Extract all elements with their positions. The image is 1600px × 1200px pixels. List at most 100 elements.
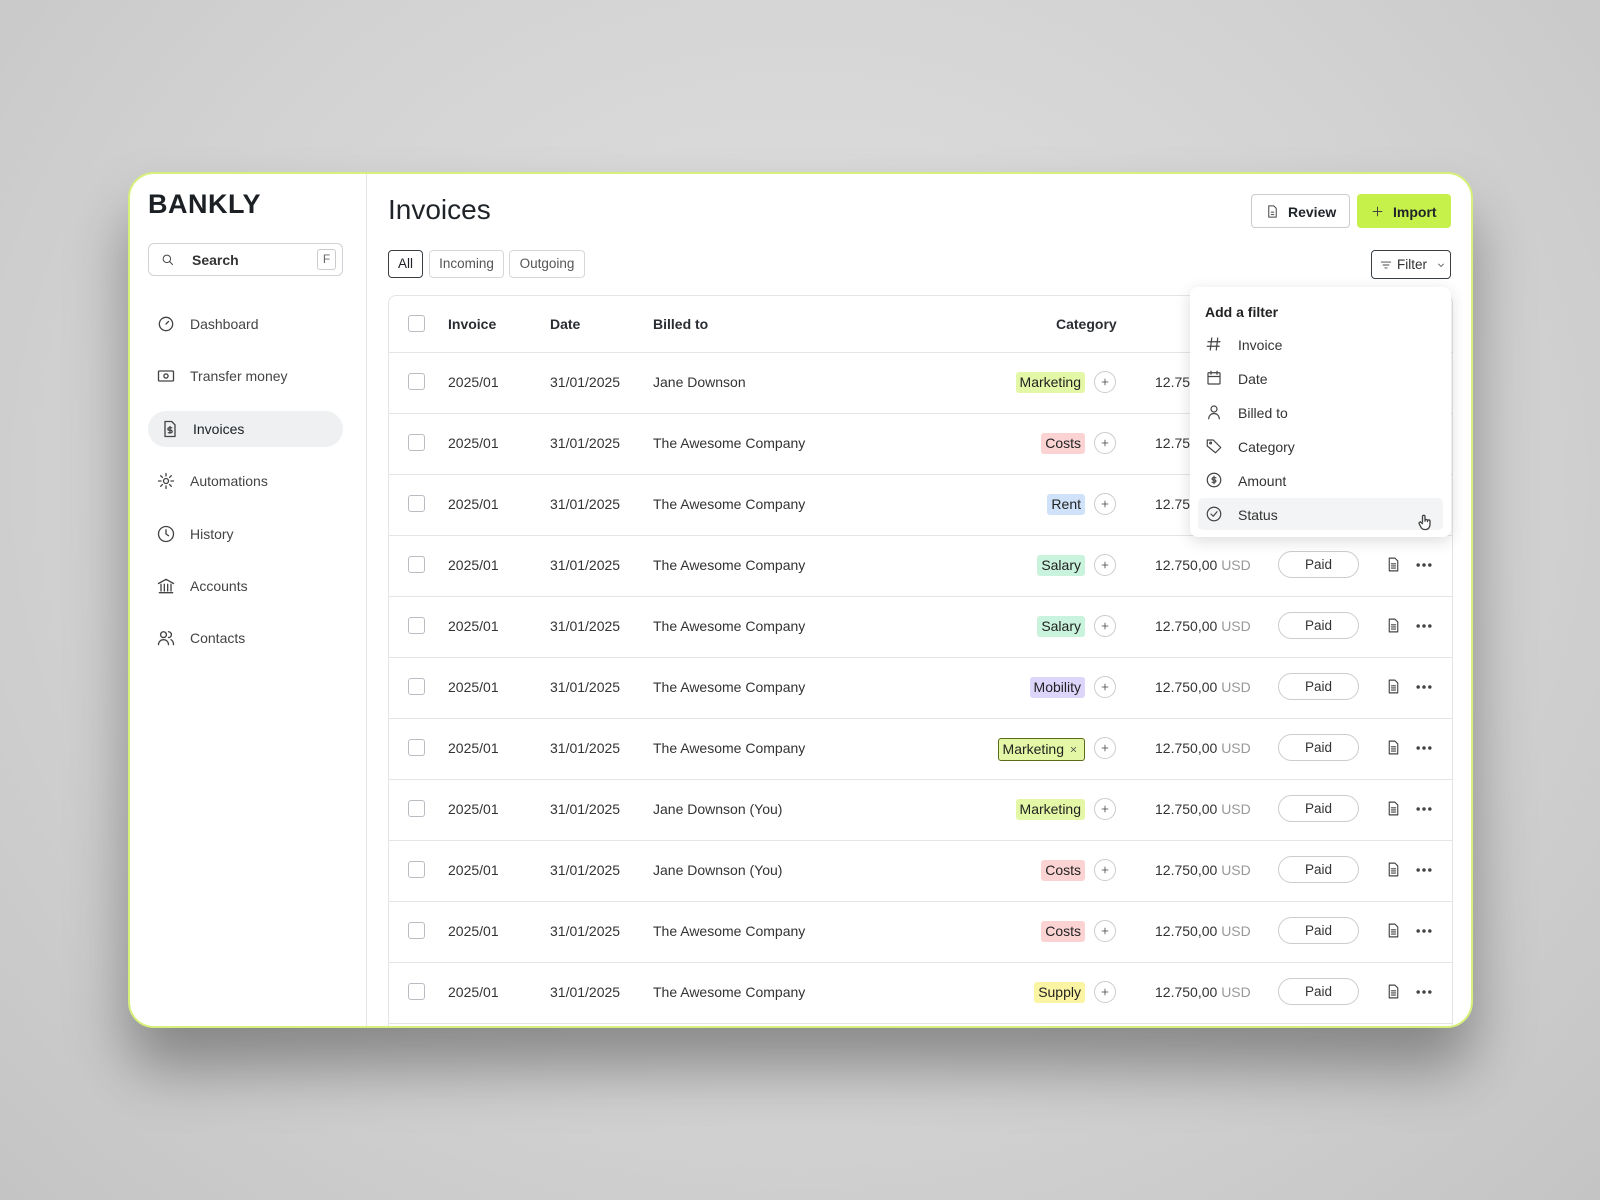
icon-shape — [1388, 984, 1399, 999]
add-category-button[interactable] — [1094, 859, 1116, 881]
import-button[interactable]: Import — [1357, 194, 1451, 228]
filter-button[interactable]: Filter — [1371, 250, 1451, 279]
icon-shape — [157, 631, 175, 646]
icon-shape — [1211, 475, 1217, 485]
icon[interactable] — [1385, 922, 1402, 939]
checkbox[interactable] — [408, 373, 425, 390]
add-category-button[interactable] — [1094, 371, 1116, 393]
icon[interactable] — [1414, 616, 1434, 636]
tab[interactable]: All — [388, 250, 423, 278]
add-category-button[interactable] — [1094, 676, 1116, 698]
category-tag[interactable]: Marketing — [997, 738, 1085, 761]
icon-shape — [1428, 624, 1432, 628]
add-category-button[interactable] — [1094, 737, 1116, 759]
checkbox[interactable] — [408, 678, 425, 695]
add-category-button[interactable] — [1094, 981, 1116, 1003]
add-category-button[interactable] — [1094, 554, 1116, 576]
checkbox[interactable] — [408, 922, 425, 939]
icon — [1205, 437, 1223, 455]
icon — [160, 419, 180, 439]
nav-label: Invoices — [193, 420, 245, 437]
search-box[interactable]: Search F — [148, 243, 343, 276]
nav-item[interactable]: Invoices — [148, 410, 343, 447]
nav-item[interactable]: Automations — [148, 463, 343, 499]
icon[interactable] — [1414, 738, 1434, 758]
category-tag[interactable]: Salary — [1037, 555, 1085, 576]
icon[interactable] — [1385, 678, 1402, 695]
billed-to: Jane Downson (You) — [653, 862, 783, 878]
nav-item[interactable]: Dashboard — [148, 306, 343, 342]
category-tag[interactable]: Rent — [1047, 494, 1085, 515]
filter-option[interactable]: Invoice — [1198, 328, 1443, 360]
icon[interactable] — [1414, 677, 1434, 697]
icon — [1265, 204, 1280, 219]
checkbox[interactable] — [408, 617, 425, 634]
nav-item[interactable]: Transfer money — [148, 358, 343, 394]
category-tag[interactable]: Salary — [1037, 616, 1085, 637]
category-tag[interactable]: Supply — [1034, 982, 1085, 1003]
nav-item[interactable]: Contacts — [148, 620, 343, 656]
icon-shape — [1206, 337, 1221, 351]
filter-option[interactable]: Amount — [1198, 464, 1443, 496]
category-tag[interactable]: Costs — [1041, 433, 1085, 454]
review-button[interactable]: Review — [1251, 194, 1350, 228]
filter-label: Filter — [1397, 257, 1427, 272]
filter-option[interactable]: Category — [1198, 430, 1443, 462]
invoice-number: 2025/01 — [448, 923, 499, 939]
invoice-number: 2025/01 — [448, 374, 499, 390]
billed-to: The Awesome Company — [653, 557, 806, 573]
category-tag[interactable]: Marketing — [1015, 372, 1085, 393]
search-shortcut: F — [317, 249, 336, 270]
icon[interactable] — [1385, 800, 1402, 817]
filter-option[interactable]: Billed to — [1198, 396, 1443, 428]
add-category-button[interactable] — [1094, 493, 1116, 515]
icon — [156, 314, 176, 334]
category-tag[interactable]: Mobility — [1029, 677, 1085, 698]
icon-shape — [1101, 378, 1109, 386]
icon[interactable] — [1385, 739, 1402, 756]
icon-shape — [1388, 740, 1399, 755]
filter-option[interactable]: Status — [1198, 498, 1443, 530]
status-pill: Paid — [1278, 551, 1359, 578]
icon[interactable] — [1385, 617, 1402, 634]
icon[interactable] — [1385, 556, 1402, 573]
nav-item[interactable]: Accounts — [148, 568, 343, 604]
checkbox[interactable] — [408, 495, 425, 512]
add-category-button[interactable] — [1094, 615, 1116, 637]
tab[interactable]: Incoming — [429, 250, 504, 278]
icon[interactable] — [1385, 983, 1402, 1000]
icon[interactable] — [1414, 860, 1434, 880]
billed-to: The Awesome Company — [653, 679, 806, 695]
filter-option-label: Billed to — [1238, 405, 1288, 421]
nav-item[interactable]: History — [148, 516, 343, 552]
icon-shape — [1206, 472, 1222, 488]
category-tag[interactable]: Costs — [1041, 860, 1085, 881]
checkbox[interactable] — [408, 556, 425, 573]
icon[interactable] — [1414, 982, 1434, 1002]
icon[interactable] — [1385, 861, 1402, 878]
filter-option-label: Date — [1238, 371, 1268, 387]
icon[interactable] — [1414, 555, 1434, 575]
checkbox[interactable] — [408, 861, 425, 878]
add-category-button[interactable] — [1094, 920, 1116, 942]
invoice-date: 31/01/2025 — [550, 557, 621, 573]
checkbox[interactable] — [408, 434, 425, 451]
billed-to: Jane Downson — [653, 374, 746, 390]
icon[interactable] — [1414, 799, 1434, 819]
checkbox[interactable] — [408, 983, 425, 1000]
invoice-date: 31/01/2025 — [550, 374, 621, 390]
add-category-button[interactable] — [1094, 798, 1116, 820]
icon-shape — [159, 631, 168, 639]
category-tag[interactable]: Marketing — [1015, 799, 1085, 820]
checkbox[interactable] — [408, 315, 425, 332]
icon[interactable] — [1414, 921, 1434, 941]
add-category-button[interactable] — [1094, 432, 1116, 454]
category-tag[interactable]: Costs — [1041, 921, 1085, 942]
filter-option[interactable]: Date — [1198, 362, 1443, 394]
checkbox[interactable] — [408, 800, 425, 817]
app-window: BANKLY Search F Dashboard Transfer money Invo… — [128, 172, 1473, 1028]
checkbox[interactable] — [408, 739, 425, 756]
tab[interactable]: Outgoing — [509, 250, 585, 278]
category-label: Costs — [1045, 435, 1081, 451]
category-label: Supply — [1038, 984, 1081, 1000]
